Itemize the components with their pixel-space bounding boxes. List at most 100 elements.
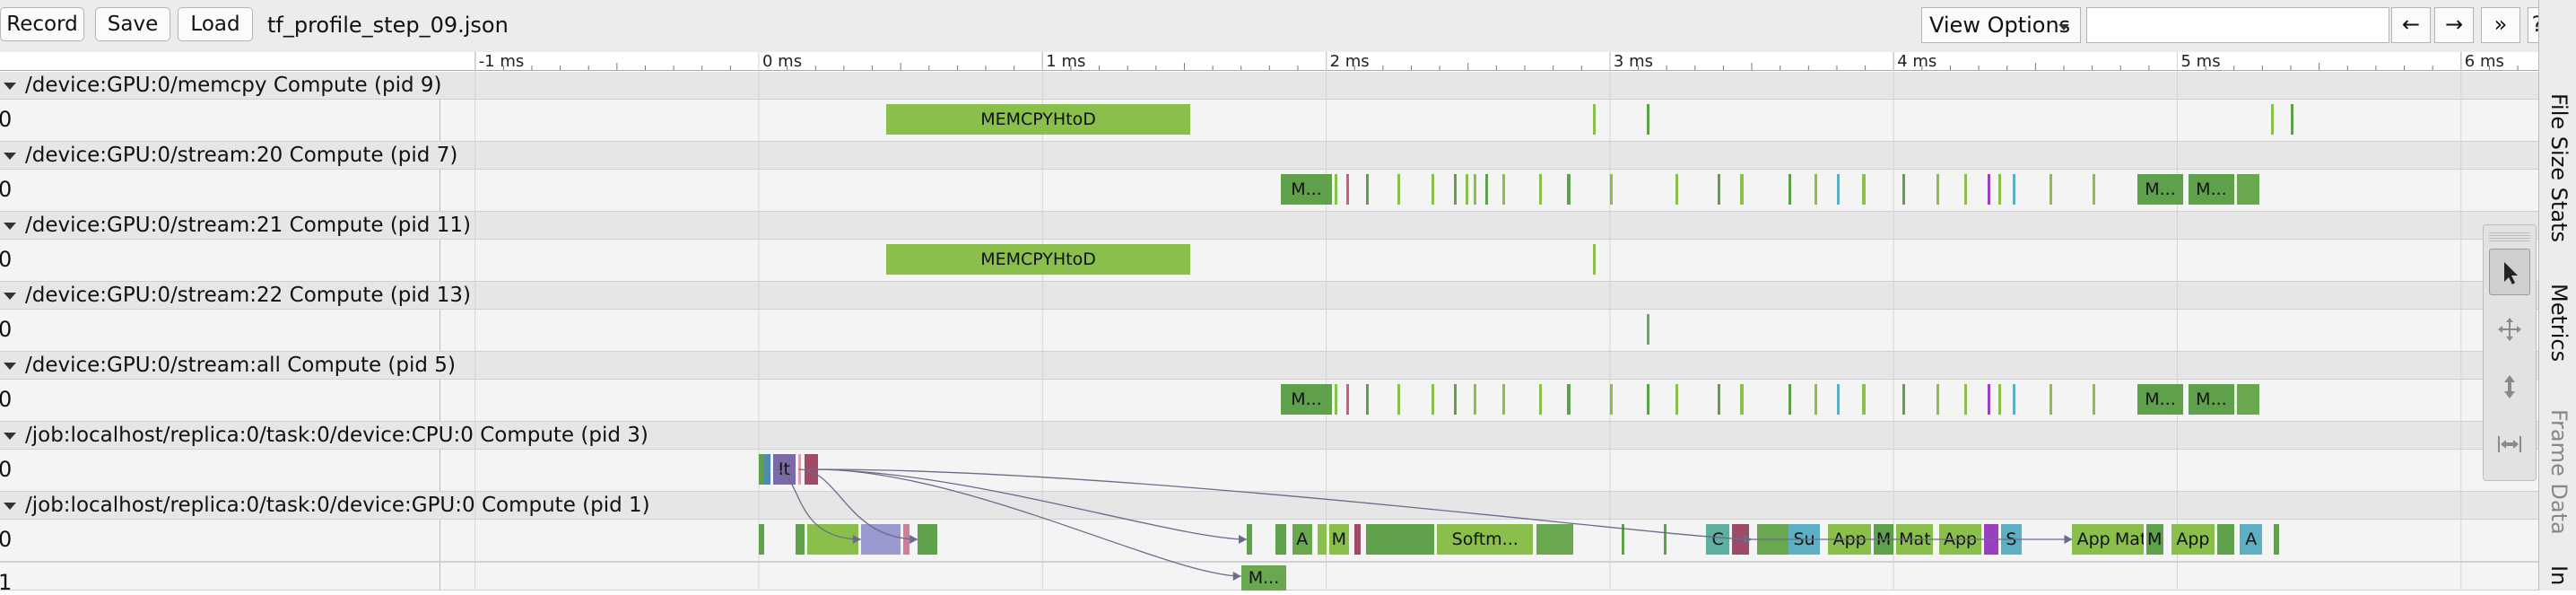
trace-event-slice[interactable] xyxy=(1987,384,1990,415)
thread-track[interactable]: 0 xyxy=(0,379,2538,422)
trace-event-slice[interactable]: App xyxy=(1938,524,1982,555)
zoom-mode-button[interactable] xyxy=(2489,363,2530,410)
trace-event-slice[interactable] xyxy=(1484,174,1488,205)
trace-event-slice[interactable] xyxy=(1902,174,1905,205)
trace-event-slice[interactable] xyxy=(1465,174,1468,205)
collapse-triangle-icon[interactable] xyxy=(4,433,16,440)
trace-event-slice[interactable]: Mat xyxy=(2114,524,2144,555)
trace-event-slice[interactable] xyxy=(1757,524,1789,555)
thread-track[interactable]: 0 xyxy=(0,99,2538,142)
trace-event-slice[interactable] xyxy=(860,524,901,555)
trace-event-slice[interactable]: C xyxy=(1706,524,1729,555)
trace-event-slice[interactable] xyxy=(1621,524,1624,555)
trace-event-slice[interactable]: Softm... xyxy=(1436,524,1534,555)
trace-event-slice[interactable] xyxy=(1862,174,1866,205)
trace-event-slice[interactable] xyxy=(1998,384,2002,415)
trace-event-slice[interactable]: M... xyxy=(1280,384,1332,415)
collapse-triangle-icon[interactable] xyxy=(4,293,16,300)
trace-event-slice[interactable] xyxy=(2049,384,2053,415)
trace-event-slice[interactable]: MEMCPYHtoD xyxy=(886,244,1190,275)
trace-event-slice[interactable] xyxy=(1814,384,1817,415)
tab-file-size-stats[interactable]: File Size Stats xyxy=(2546,93,2572,242)
trace-event-slice[interactable] xyxy=(2049,174,2053,205)
trace-event-slice[interactable] xyxy=(1345,384,1349,415)
trace-event-slice[interactable] xyxy=(1335,174,1338,205)
trace-event-slice[interactable] xyxy=(2291,104,2294,135)
trace-event-slice[interactable] xyxy=(918,524,938,555)
trace-event-slice[interactable] xyxy=(1675,174,1678,205)
trace-event-slice[interactable] xyxy=(1397,174,1400,205)
trace-event-slice[interactable]: App xyxy=(2072,524,2115,555)
collapse-triangle-icon[interactable] xyxy=(4,153,16,160)
trace-event-slice[interactable] xyxy=(1740,384,1744,415)
trace-event-slice[interactable] xyxy=(1647,104,1650,135)
trace-event-slice[interactable] xyxy=(1247,524,1253,555)
thread-track[interactable]: 0 xyxy=(0,239,2538,282)
trace-event-slice[interactable] xyxy=(764,454,770,485)
trace-event-slice[interactable] xyxy=(1647,314,1650,345)
thread-track[interactable]: 0 xyxy=(0,169,2538,212)
trace-event-slice[interactable] xyxy=(1936,384,1939,415)
tab-input-latency[interactable]: In xyxy=(2546,565,2572,586)
trace-event-slice[interactable] xyxy=(1592,104,1597,135)
trace-event-slice[interactable] xyxy=(1647,384,1650,415)
trace-event-slice[interactable] xyxy=(1936,174,1939,205)
selection-mode-button[interactable] xyxy=(2489,249,2530,295)
trace-event-slice[interactable] xyxy=(1335,384,1338,415)
trace-event-slice[interactable] xyxy=(2092,384,2095,415)
trace-event-slice[interactable]: App xyxy=(2171,524,2215,555)
trace-event-slice[interactable] xyxy=(1663,524,1667,555)
trace-event-slice[interactable] xyxy=(1788,384,1792,415)
trace-event-slice[interactable] xyxy=(1964,384,1968,415)
save-button[interactable]: Save xyxy=(95,7,170,41)
tab-frame-data[interactable]: Frame Data xyxy=(2546,409,2572,535)
trace-event-slice[interactable]: M... xyxy=(2189,384,2234,415)
trace-event-slice[interactable] xyxy=(2092,174,2095,205)
trace-event-slice[interactable]: Su xyxy=(1788,524,1820,555)
trace-event-slice[interactable] xyxy=(1431,174,1434,205)
find-previous-button[interactable]: ← xyxy=(2391,7,2431,43)
record-button[interactable]: Record xyxy=(0,7,84,41)
trace-event-slice[interactable] xyxy=(1814,174,1817,205)
trace-event-slice[interactable]: M xyxy=(2145,524,2163,555)
process-header-streamall[interactable]: /device:GPU:0/stream:all Compute (pid 5) xyxy=(0,352,2538,379)
trace-event-slice[interactable] xyxy=(1984,524,1999,555)
trace-event-slice[interactable]: It xyxy=(772,454,796,485)
trace-event-slice[interactable]: S xyxy=(2001,524,2022,555)
trace-event-slice[interactable] xyxy=(806,524,858,555)
trace-event-slice[interactable]: M... xyxy=(2137,384,2183,415)
trace-event-slice[interactable] xyxy=(1501,174,1505,205)
expand-search-button[interactable]: » xyxy=(2481,7,2520,43)
trace-event-slice[interactable] xyxy=(1397,384,1400,415)
collapse-triangle-icon[interactable] xyxy=(4,83,16,90)
trace-event-slice[interactable] xyxy=(804,454,819,485)
trace-event-slice[interactable] xyxy=(1731,524,1749,555)
trace-event-slice[interactable] xyxy=(1567,384,1571,415)
trace-event-slice[interactable] xyxy=(1354,524,1361,555)
trace-event-slice[interactable] xyxy=(2013,384,2016,415)
trace-event-slice[interactable] xyxy=(1538,384,1542,415)
trace-event-slice[interactable] xyxy=(2236,174,2260,205)
trace-event-slice[interactable] xyxy=(1609,174,1614,205)
trace-event-slice[interactable] xyxy=(1964,174,1968,205)
trace-event-slice[interactable]: M xyxy=(1328,524,1349,555)
trace-event-slice[interactable] xyxy=(1431,384,1434,415)
collapse-triangle-icon[interactable] xyxy=(4,503,16,510)
trace-event-slice[interactable] xyxy=(1862,384,1866,415)
trace-event-slice[interactable] xyxy=(1345,174,1349,205)
trace-event-slice[interactable]: M xyxy=(1874,524,1894,555)
trace-event-slice[interactable] xyxy=(1998,174,2002,205)
trace-event-slice[interactable] xyxy=(1453,384,1458,415)
find-next-button[interactable]: → xyxy=(2434,7,2474,43)
trace-event-slice[interactable] xyxy=(1718,174,1721,205)
trace-event-slice[interactable] xyxy=(1474,384,1477,415)
trace-event-slice[interactable] xyxy=(1675,384,1678,415)
process-header-stream22[interactable]: /device:GPU:0/stream:22 Compute (pid 13) xyxy=(0,282,2538,309)
trace-event-slice[interactable]: M... xyxy=(1280,174,1332,205)
trace-event-slice[interactable] xyxy=(1453,174,1458,205)
pan-mode-button[interactable] xyxy=(2489,306,2530,353)
trace-event-slice[interactable] xyxy=(1365,524,1434,555)
trace-event-slice[interactable] xyxy=(759,454,765,485)
trace-event-slice[interactable] xyxy=(796,524,805,555)
trace-event-slice[interactable] xyxy=(1275,524,1287,555)
